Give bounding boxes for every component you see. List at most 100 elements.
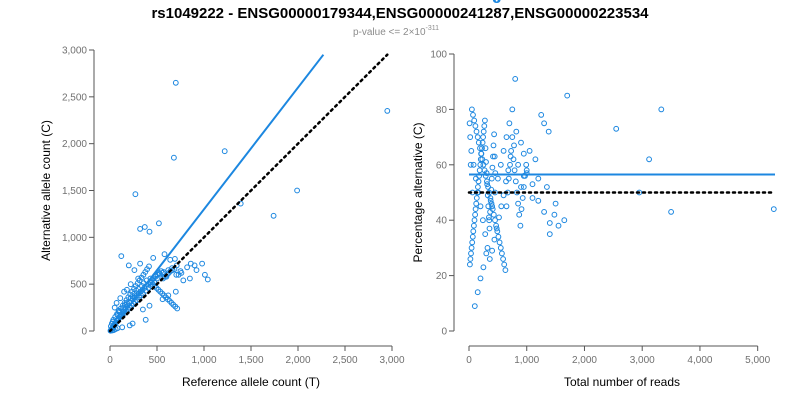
data-point (546, 220, 553, 226)
data-point (482, 117, 488, 124)
data-point (180, 277, 187, 284)
y-axis-title: Percentage alternative (C) (411, 122, 425, 262)
data-point (541, 209, 547, 215)
reference-line (108, 53, 389, 333)
data-point (552, 200, 559, 207)
data-point (507, 153, 514, 160)
y-tick-label: 1,500 (62, 186, 87, 197)
data-point (658, 106, 665, 113)
data-point (506, 120, 513, 127)
data-point (502, 267, 509, 274)
data-point (488, 186, 495, 193)
data-point (492, 170, 499, 177)
chart-subtitle: p-value <= 2×10-311 (353, 25, 439, 38)
x-tick-label: 3,000 (379, 355, 404, 366)
data-point (532, 156, 539, 163)
data-point (523, 167, 530, 174)
data-point (486, 214, 492, 221)
y-tick-label: 40 (436, 216, 448, 227)
x-tick-label: 1,000 (514, 355, 539, 366)
data-point (467, 261, 473, 268)
data-point (535, 175, 542, 182)
data-point (472, 123, 479, 129)
data-point (193, 267, 200, 274)
data-point (483, 250, 490, 257)
data-point (477, 156, 484, 163)
data-point (480, 217, 486, 224)
fit-line (109, 54, 325, 332)
data-point (496, 214, 502, 221)
data-point (512, 178, 519, 185)
data-point (483, 170, 490, 177)
y-axis-title: Alternative allele count (C) (39, 120, 53, 261)
x-tick-label: 2,500 (332, 355, 357, 366)
data-point (500, 192, 507, 199)
data-point (495, 233, 502, 240)
data-point (511, 142, 517, 149)
x-tick-label: 1,500 (238, 355, 263, 366)
data-point (499, 250, 505, 257)
data-point (488, 175, 495, 182)
data-point (529, 195, 536, 201)
data-point (146, 228, 153, 235)
data-point (204, 276, 211, 283)
x-tick-label: 5,000 (745, 355, 770, 366)
x-tick-label: 1,000 (191, 355, 216, 366)
data-point (165, 270, 172, 276)
data-point (479, 139, 486, 146)
data-point (469, 239, 476, 246)
data-point (468, 148, 475, 154)
data-point (482, 145, 489, 152)
data-point (523, 161, 530, 168)
data-point (491, 153, 498, 160)
y-tick-label: 0 (441, 327, 447, 338)
data-point (538, 112, 545, 118)
data-point (501, 261, 508, 268)
data-point (471, 117, 478, 124)
data-point (512, 76, 519, 82)
data-point (519, 195, 526, 201)
data-point (564, 92, 571, 99)
data-point (477, 203, 484, 210)
data-point (470, 112, 476, 118)
data-point (477, 145, 483, 152)
data-point (476, 167, 483, 174)
y-tick-label: 60 (436, 160, 448, 171)
data-point (467, 161, 474, 168)
data-point (167, 256, 174, 263)
data-point (480, 264, 487, 271)
data-point (517, 222, 524, 229)
data-point (174, 305, 181, 312)
data-point (475, 139, 482, 146)
data-point (486, 217, 493, 224)
data-point (515, 161, 521, 168)
data-point (503, 178, 509, 185)
x-tick-label: 0 (107, 355, 113, 366)
data-point (469, 106, 475, 113)
data-point (468, 250, 474, 257)
data-point (555, 222, 562, 229)
scatter-panel-allele-counts: 0 500 1,000 1,500 2,000 2,500 3,000 0 500 1,000 1,… (39, 46, 405, 390)
data-point (171, 154, 177, 161)
data-point (498, 203, 505, 210)
y-tick-label: 3,000 (62, 46, 87, 57)
data-point (494, 0, 501, 3)
data-point (472, 211, 479, 218)
y-tick-label: 0 (81, 327, 87, 338)
data-point (469, 233, 476, 240)
data-point (221, 148, 228, 155)
data-point (496, 239, 503, 246)
data-point (503, 203, 510, 210)
data-point (483, 159, 489, 165)
data-point (491, 131, 498, 138)
data-point (544, 184, 550, 190)
data-point (184, 264, 191, 271)
data-point (472, 206, 479, 213)
data-point (520, 184, 527, 190)
data-point (470, 228, 477, 235)
data-point (131, 286, 137, 292)
x-tick-label: 3,000 (630, 355, 655, 366)
data-point (187, 275, 193, 282)
data-point (384, 108, 391, 114)
